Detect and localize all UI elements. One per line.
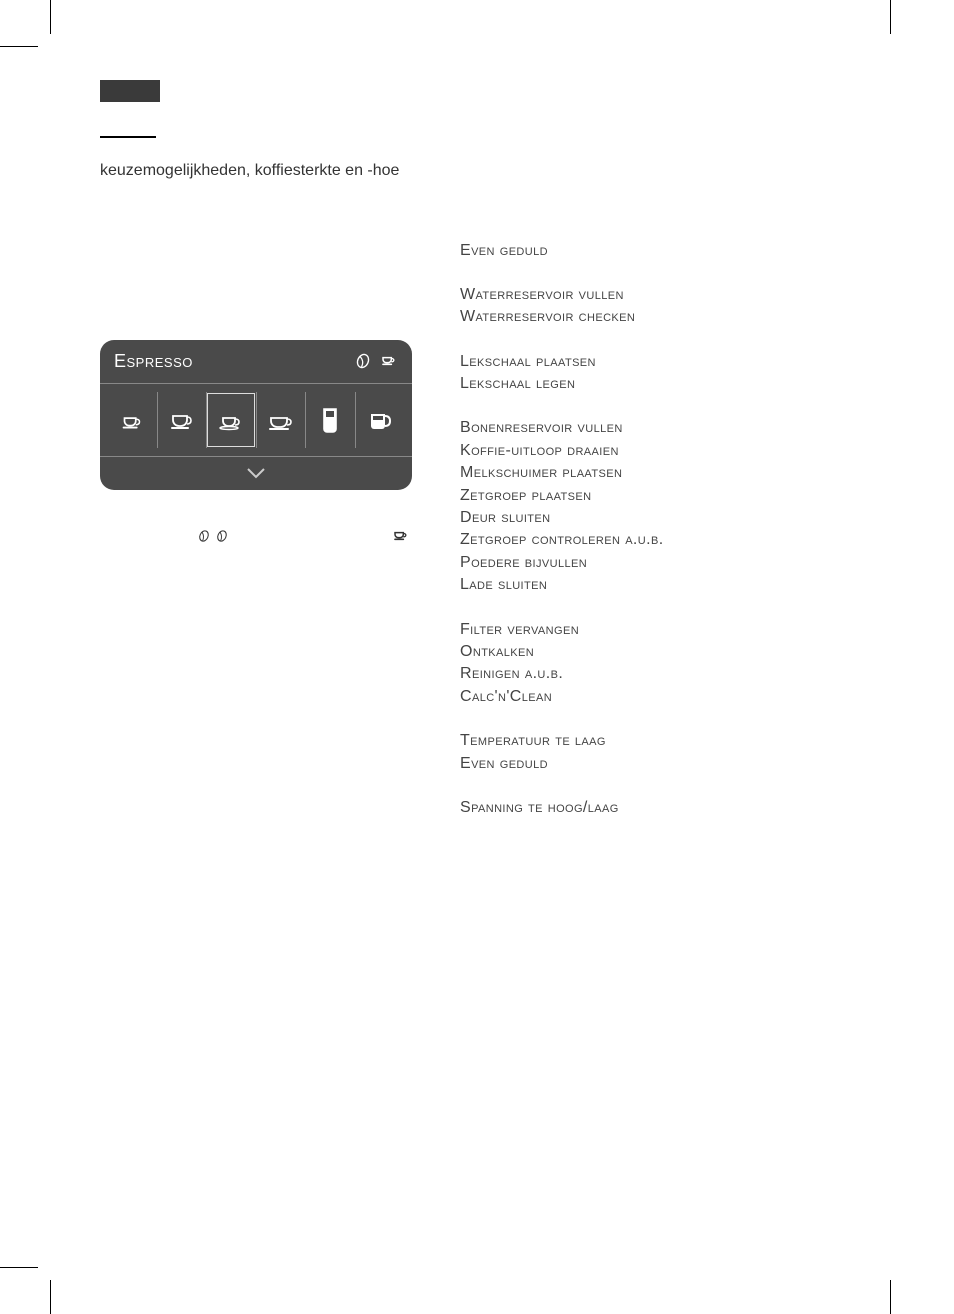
language-underline [100,136,156,138]
display-message: Even geduld [460,240,870,262]
panel-header: Espresso [100,340,412,384]
display-message: Deur sluiten [460,507,870,529]
display-message: Filter vervangen [460,619,870,641]
crop-mark [50,0,51,34]
message-group-4: Bonenreservoir vullen Koffie-uitloop dra… [460,417,870,596]
display-message: Bonenreservoir vullen [460,417,870,439]
display-message: Zetgroep controleren a.u.b. [460,529,870,551]
language-flag [100,80,160,102]
display-message: Ontkalken [460,641,870,663]
intro-text: keuzemogelijkheden, koffiesterkte en -ho… [100,162,870,180]
display-message: Koffie-uitloop draaien [460,440,870,462]
panel-footer [100,456,412,490]
display-message: Calc'n'Clean [460,686,870,708]
small-cup-icon [378,351,398,371]
display-message: Waterreservoir checken [460,306,870,328]
cup-saucer-icon [215,404,247,436]
display-message: Reinigen a.u.b. [460,663,870,685]
display-message: Spanning te hoog/laag [460,797,870,819]
message-group-6: Temperatuur te laag Even geduld [460,730,870,775]
chevron-down-icon [245,466,267,480]
drink-option-2 [157,392,207,448]
drink-option-4 [256,392,306,448]
glass-filled-icon [316,403,344,437]
panel-title: Espresso [114,351,193,372]
message-group-7: Spanning te hoog/laag [460,797,870,819]
small-cup-outline-icon [390,526,410,546]
double-bean-icon [196,526,230,546]
display-message: Even geduld [460,753,870,775]
crop-mark [0,1267,38,1268]
crop-mark [50,1280,51,1314]
display-message: Lekschaal legen [460,373,870,395]
display-message: Melkschuimer plaatsen [460,462,870,484]
message-group-1: Even geduld [460,240,870,262]
display-message: Lade sluiten [460,574,870,596]
crop-mark [890,0,891,34]
panel-body [100,384,412,456]
left-column: Espresso [100,240,420,842]
cup-med-icon [166,404,198,436]
crop-mark [0,46,38,47]
drink-option-6 [355,392,405,448]
display-panel: Espresso [100,340,412,490]
standalone-icon-row [100,526,412,556]
right-column: Even geduld Waterreservoir vullen Waterr… [460,240,870,842]
cup-wide-icon [265,404,297,436]
display-message: Poedere bijvullen [460,552,870,574]
drink-option-3-selected [206,392,256,448]
message-group-2: Waterreservoir vullen Waterreservoir che… [460,284,870,329]
page-content: keuzemogelijkheden, koffiesterkte en -ho… [100,80,870,841]
panel-header-icons [354,351,398,371]
display-message: Lekschaal plaatsen [460,351,870,373]
display-message: Temperatuur te laag [460,730,870,752]
display-message: Waterreservoir vullen [460,284,870,306]
drink-option-5 [305,392,355,448]
display-message: Zetgroep plaatsen [460,485,870,507]
drink-option-1 [108,392,157,448]
mug-filled-icon [364,404,396,436]
crop-mark [890,1280,891,1314]
cup-small-icon [117,405,147,435]
bean-icon [354,352,372,370]
message-group-3: Lekschaal plaatsen Lekschaal legen [460,351,870,396]
message-group-5: Filter vervangen Ontkalken Reinigen a.u.… [460,619,870,709]
